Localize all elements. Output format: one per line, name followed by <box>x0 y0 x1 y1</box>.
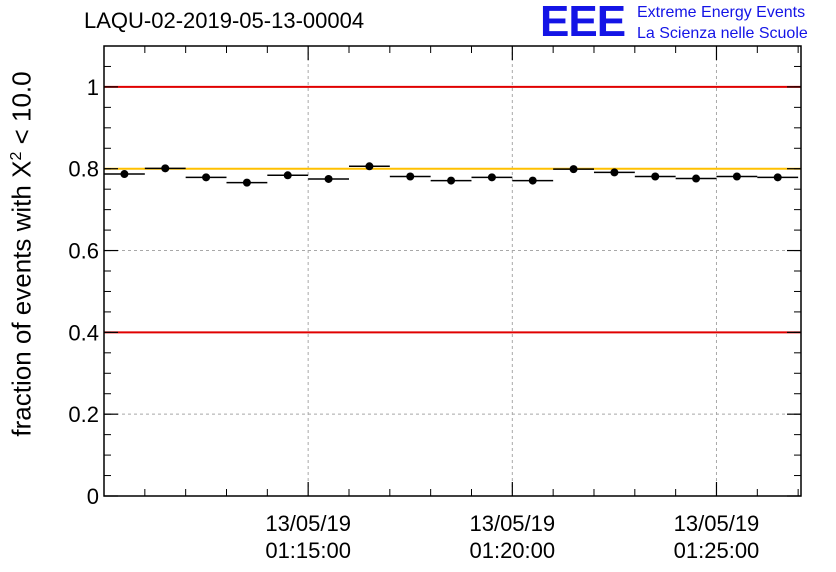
x-tick-label-date: 13/05/19 <box>469 511 555 536</box>
data-point <box>487 173 496 182</box>
data-point <box>242 178 251 187</box>
data-point <box>447 176 456 185</box>
y-axis-label-prefix: fraction of events with <box>6 177 37 437</box>
data-point <box>406 172 415 181</box>
y-tick-label: 0.8 <box>68 157 99 182</box>
x-tick-label-time: 01:25:00 <box>674 538 760 563</box>
reference-lines <box>104 85 801 334</box>
data-point <box>528 176 537 185</box>
x-tick-label-time: 01:15:00 <box>265 538 351 563</box>
data-point <box>610 168 619 177</box>
data-point <box>569 165 578 174</box>
data-point <box>202 173 211 182</box>
y-tick-label: 1 <box>87 75 99 100</box>
data-point <box>732 172 741 181</box>
chart-title: LAQU-02-2019-05-13-00004 <box>84 8 365 33</box>
data-point <box>773 173 782 182</box>
y-axis-label-suffix: < 10.0 <box>6 71 37 152</box>
data-point <box>651 172 660 181</box>
data-point <box>120 170 129 179</box>
y-axis-label: fraction of events with X2 < 10.0 <box>7 71 38 436</box>
x-tick-label-date: 13/05/19 <box>674 511 760 536</box>
data-point <box>324 174 333 183</box>
data-point <box>692 174 701 183</box>
logo-subtitle-2: La Scienza nelle Scuole <box>637 25 808 42</box>
y-tick-label: 0.2 <box>68 402 99 427</box>
data-points <box>104 162 799 187</box>
tick-labels: 00.20.40.60.8113/05/1901:15:0013/05/1901… <box>68 75 759 563</box>
logo-subtitle-1: Extreme Energy Events <box>637 4 806 21</box>
y-axis-label-symbol: X <box>6 160 37 178</box>
x-tick-label-time: 01:20:00 <box>469 538 555 563</box>
y-tick-label: 0.6 <box>68 239 99 264</box>
y-tick-label: 0.4 <box>68 320 99 345</box>
axis-ticks <box>104 46 801 497</box>
y-tick-label: 0 <box>87 484 99 509</box>
plot-frame <box>103 45 802 497</box>
eee-logo-mark: EEE <box>540 0 626 46</box>
data-point <box>161 164 170 173</box>
x-tick-label-date: 13/05/19 <box>265 511 351 536</box>
grid-lines <box>104 46 801 496</box>
data-point <box>365 162 374 171</box>
y-axis-label-sup: 2 <box>7 151 25 161</box>
data-point <box>283 171 292 180</box>
